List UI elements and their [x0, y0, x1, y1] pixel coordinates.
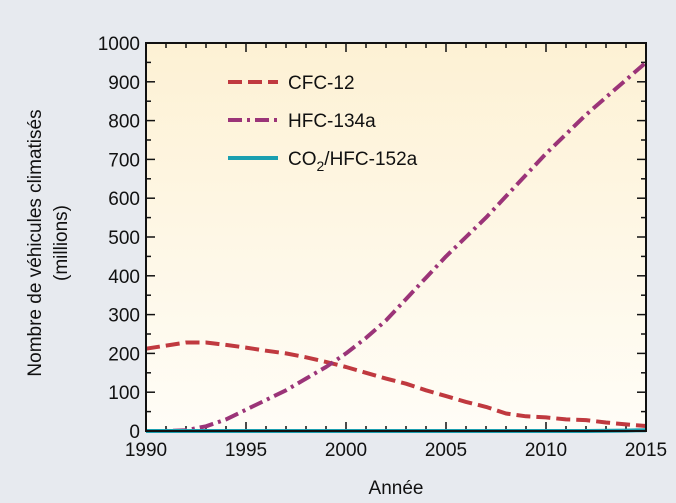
- y-tick-label: 0: [129, 422, 140, 443]
- y-axis-unit: (millions): [51, 205, 72, 281]
- series-line-0: [145, 340, 647, 428]
- y-tick-label: 200: [108, 344, 140, 365]
- y-tick-label: 400: [108, 267, 140, 288]
- legend-label: CFC-12: [288, 73, 355, 94]
- x-tick-label: 1990: [125, 440, 167, 461]
- plot-frame: [145, 42, 647, 432]
- x-axis-title: Année: [369, 478, 424, 498]
- x-tick-label: 2000: [325, 440, 367, 461]
- legend-label: CO2/HFC-152a: [288, 149, 418, 174]
- y-tick-label: 100: [108, 383, 140, 404]
- x-tick-label: 1995: [225, 440, 267, 461]
- x-tick-label: 2005: [425, 440, 467, 461]
- legend-label: HFC-134a: [288, 111, 376, 132]
- series-line-1: [146, 60, 648, 433]
- plot-area: [146, 43, 646, 431]
- y-tick-label: 900: [108, 73, 140, 94]
- legend: CFC-12 HFC-134a CO2/HFC-152a: [228, 73, 418, 174]
- y-tick-label: 1000: [98, 34, 140, 55]
- x-tick-label: 2015: [625, 440, 667, 461]
- y-tick-label: 300: [108, 306, 140, 327]
- y-axis-title: Nombre de véhicules climatisés: [25, 109, 46, 376]
- y-tick-label: 500: [108, 228, 140, 249]
- y-tick-label: 700: [108, 150, 140, 171]
- y-tick-label: 800: [108, 112, 140, 133]
- y-tick-label: 600: [108, 189, 140, 210]
- x-tick-label: 2010: [525, 440, 567, 461]
